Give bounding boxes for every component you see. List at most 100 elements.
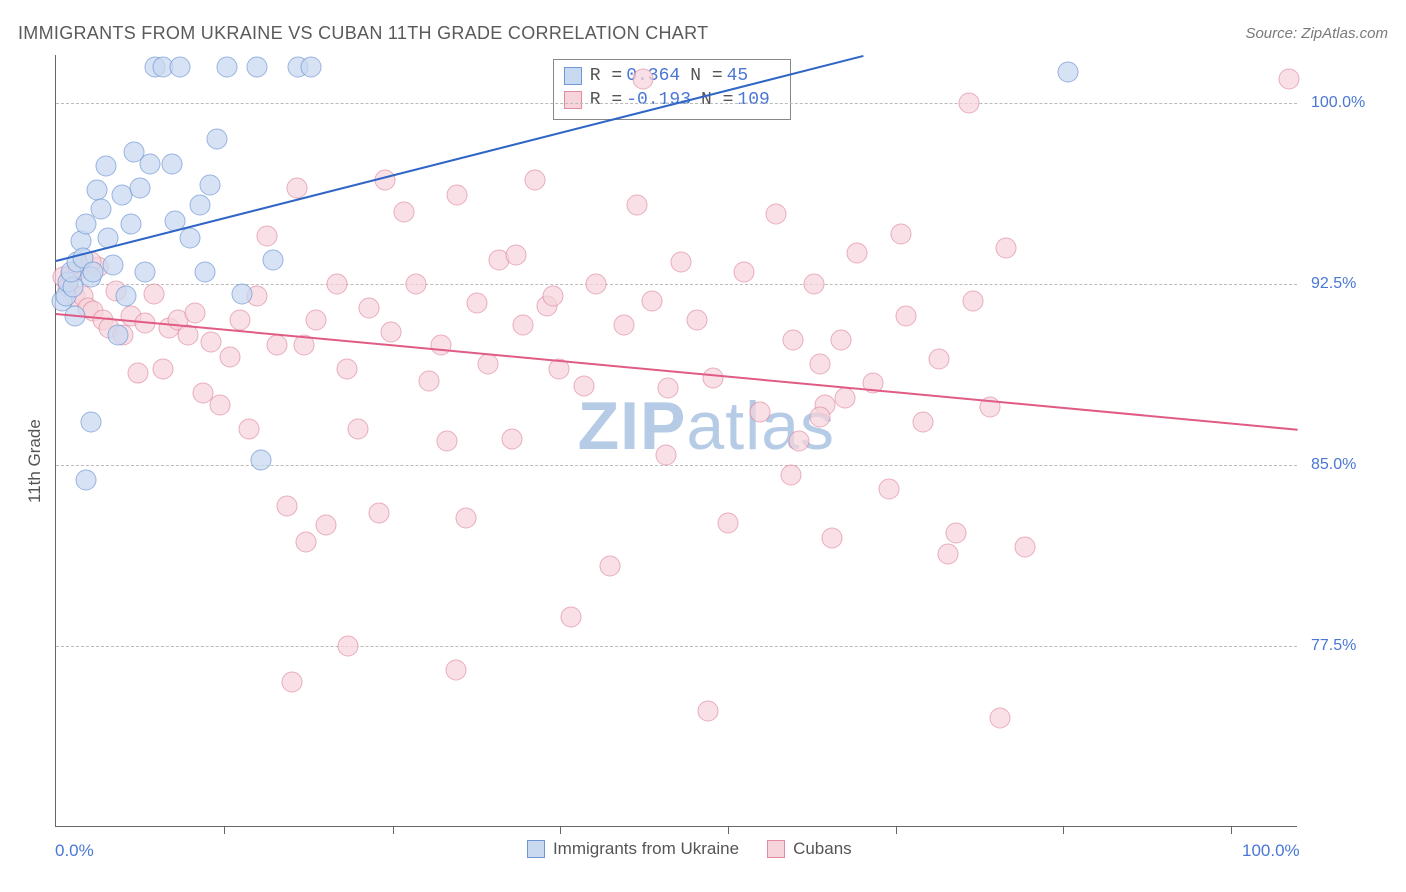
pink-point	[358, 298, 379, 319]
blue-point	[190, 194, 211, 215]
blue-point	[135, 262, 156, 283]
stat-R-label: R =	[590, 64, 622, 88]
pink-point	[267, 334, 288, 355]
x-tick	[393, 826, 394, 834]
legend-square-pink-icon	[564, 91, 582, 109]
y-tick-label: 100.0%	[1311, 94, 1365, 112]
pink-point	[542, 286, 563, 307]
legend-item-pink: Cubans	[767, 839, 852, 859]
pink-point	[238, 418, 259, 439]
blue-point	[95, 155, 116, 176]
pink-point	[734, 262, 755, 283]
x-axis-min-label: 0.0%	[55, 841, 94, 861]
pink-point	[822, 527, 843, 548]
pink-point	[573, 375, 594, 396]
pink-point	[830, 329, 851, 350]
legend-item-blue: Immigrants from Ukraine	[527, 839, 739, 859]
blue-point	[120, 213, 141, 234]
stat-R-label-2: R =	[590, 88, 622, 112]
pink-point	[337, 636, 358, 657]
pink-point	[1014, 537, 1035, 558]
pink-point	[912, 411, 933, 432]
blue-point	[115, 286, 136, 307]
x-tick	[728, 826, 729, 834]
title-bar: IMMIGRANTS FROM UKRAINE VS CUBAN 11TH GR…	[18, 18, 1388, 48]
pink-point	[127, 363, 148, 384]
blue-point	[180, 228, 201, 249]
x-tick	[560, 826, 561, 834]
blue-point	[170, 57, 191, 78]
pink-point	[946, 522, 967, 543]
gridline-h	[56, 465, 1297, 466]
pink-point	[658, 377, 679, 398]
pink-point	[670, 252, 691, 273]
pink-point	[642, 291, 663, 312]
pink-point	[586, 274, 607, 295]
pink-point	[703, 368, 724, 389]
pink-point	[418, 370, 439, 391]
pink-point	[315, 515, 336, 536]
pink-point	[698, 701, 719, 722]
blue-point	[75, 469, 96, 490]
blue-point	[161, 153, 182, 174]
legend-label-pink: Cubans	[793, 839, 852, 859]
x-axis-max-label: 100.0%	[1242, 841, 1300, 861]
pink-point	[201, 332, 222, 353]
pink-point	[847, 242, 868, 263]
pink-point	[809, 406, 830, 427]
x-tick	[1063, 826, 1064, 834]
blue-point	[108, 324, 129, 345]
pink-point	[958, 93, 979, 114]
pink-point	[895, 305, 916, 326]
legend-square-blue-icon	[564, 67, 582, 85]
blue-point	[86, 180, 107, 201]
blue-point	[1058, 61, 1079, 82]
stat-N-pink: 109	[737, 88, 769, 112]
pink-point	[478, 353, 499, 374]
pink-point	[281, 672, 302, 693]
blue-point	[83, 262, 104, 283]
blue-point	[103, 254, 124, 275]
pink-point	[445, 660, 466, 681]
pink-point	[381, 322, 402, 343]
y-tick-label: 77.5%	[1311, 637, 1356, 655]
pink-point	[627, 194, 648, 215]
pink-point	[1279, 69, 1300, 90]
legend-label-blue: Immigrants from Ukraine	[553, 839, 739, 859]
pink-point	[766, 204, 787, 225]
pink-point	[209, 394, 230, 415]
pink-point	[347, 418, 368, 439]
pink-point	[501, 428, 522, 449]
pink-point	[809, 353, 830, 374]
legend-square-blue-icon	[527, 840, 545, 858]
pink-point	[599, 556, 620, 577]
pink-point	[781, 464, 802, 485]
pink-point	[512, 315, 533, 336]
x-tick	[224, 826, 225, 834]
legend-square-pink-icon	[767, 840, 785, 858]
blue-point	[130, 177, 151, 198]
pink-point	[505, 245, 526, 266]
pink-point	[655, 445, 676, 466]
pink-point	[326, 274, 347, 295]
blue-point	[300, 57, 321, 78]
pink-point	[185, 303, 206, 324]
blue-point	[263, 250, 284, 271]
pink-point	[613, 315, 634, 336]
pink-point	[717, 513, 738, 534]
stat-N-label: N =	[690, 64, 722, 88]
pink-point	[431, 334, 452, 355]
blue-point	[217, 57, 238, 78]
blue-point	[232, 283, 253, 304]
pink-point	[962, 291, 983, 312]
pink-point	[890, 223, 911, 244]
pink-point	[633, 69, 654, 90]
pink-point	[286, 177, 307, 198]
y-axis-title: 11th Grade	[25, 419, 45, 503]
blue-point	[195, 262, 216, 283]
pink-point	[686, 310, 707, 331]
stats-row-pink: R = -0.193 N = 109	[564, 88, 780, 112]
pink-point	[295, 532, 316, 553]
pink-point	[803, 274, 824, 295]
source-label: Source: ZipAtlas.com	[1245, 25, 1388, 42]
